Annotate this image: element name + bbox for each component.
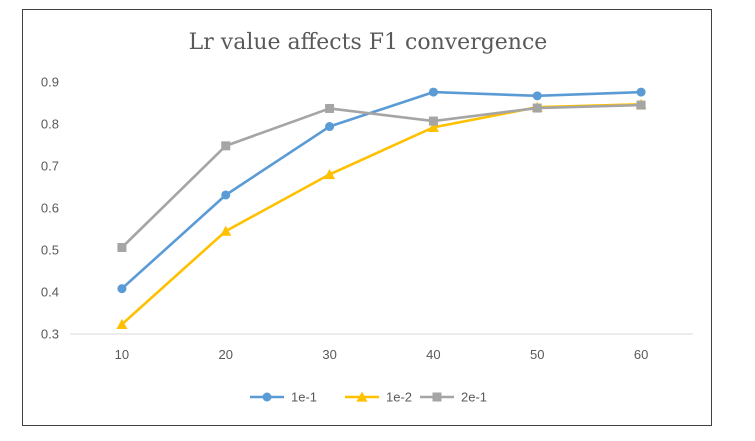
data-point-2e-1 xyxy=(428,116,438,126)
y-tick-label: 0.5 xyxy=(41,243,59,258)
y-tick-label: 0.3 xyxy=(41,327,59,342)
data-point-2e-1 xyxy=(221,141,231,151)
x-tick-label: 50 xyxy=(530,347,544,362)
data-point-2e-1 xyxy=(117,242,127,252)
data-point-1e-1 xyxy=(636,87,646,97)
series-line-1e-1 xyxy=(120,90,643,290)
chart-frame xyxy=(22,9,712,426)
data-point-1e-1 xyxy=(532,91,542,101)
data-point-1e-1 xyxy=(221,190,231,200)
data-point-2e-1 xyxy=(636,100,646,110)
legend-marker-2e-1 xyxy=(432,392,442,402)
x-tick-label: 40 xyxy=(426,347,440,362)
y-tick-label: 0.9 xyxy=(41,75,59,90)
y-tick-label: 0.8 xyxy=(41,117,59,132)
data-point-1e-2 xyxy=(427,121,439,133)
y-tick-label: 0.6 xyxy=(41,201,59,216)
series-line-2e-1 xyxy=(120,103,643,249)
chart-title: Lr value affects F1 convergence xyxy=(189,30,548,55)
x-tick-label: 60 xyxy=(634,347,648,362)
legend-label: 1e-1 xyxy=(291,390,317,405)
x-tick-label: 20 xyxy=(219,347,233,362)
y-tick-label: 0.7 xyxy=(41,159,59,174)
data-point-1e-2 xyxy=(324,168,336,180)
series-line-1e-2 xyxy=(120,102,643,326)
data-point-1e-2 xyxy=(116,318,128,330)
x-tick-label: 30 xyxy=(322,347,336,362)
y-tick-label: 0.4 xyxy=(41,285,59,300)
legend-label: 2e-1 xyxy=(461,390,487,405)
legend-label: 1e-2 xyxy=(386,390,412,405)
x-tick-label: 10 xyxy=(115,347,129,362)
data-point-1e-1 xyxy=(428,87,438,97)
series-lines xyxy=(120,90,643,326)
data-point-1e-1 xyxy=(325,122,335,132)
series-markers xyxy=(116,87,647,330)
legend-marker-1e-2 xyxy=(356,391,368,402)
data-point-2e-1 xyxy=(325,103,335,113)
data-point-1e-2 xyxy=(220,225,232,236)
data-point-1e-1 xyxy=(117,284,127,294)
legend: 1e-1 1e-2 2e-1 xyxy=(250,390,487,405)
axes: 0.3 0.4 0.5 0.6 0.7 0.8 0.9 10 20 30 40 50 60 xyxy=(41,75,693,362)
legend-marker-1e-1 xyxy=(262,392,272,402)
data-point-2e-1 xyxy=(532,103,542,113)
